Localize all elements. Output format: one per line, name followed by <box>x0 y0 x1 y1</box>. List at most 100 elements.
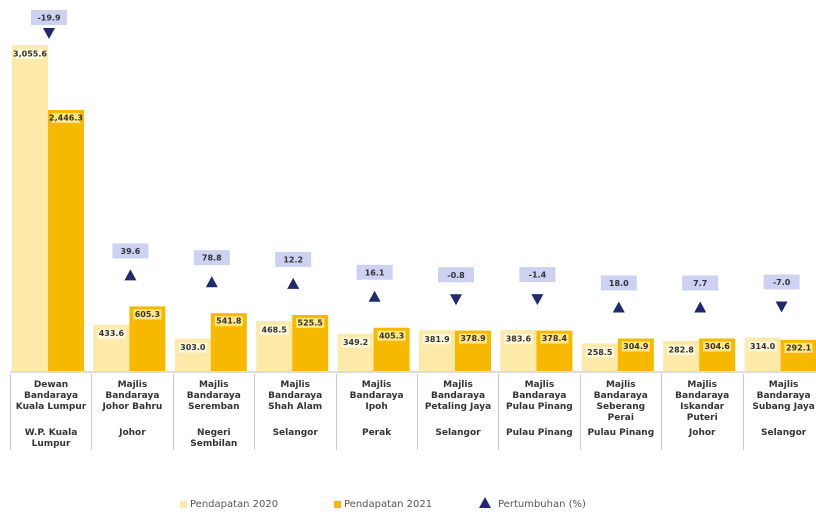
legend-swatch <box>334 501 341 508</box>
value-label-bg <box>296 317 325 328</box>
value-label: 405.3 <box>379 331 404 340</box>
value-label-bg <box>667 344 696 355</box>
value-label-bg <box>748 341 777 352</box>
growth-label: -7.0 <box>773 278 791 287</box>
category-cell: Majlis Bandaraya Subang Jaya Selangor <box>742 374 816 450</box>
value-label: 605.3 <box>135 310 160 319</box>
value-label: 3,055.6 <box>13 50 47 59</box>
value-label-bg <box>97 328 126 339</box>
growth-label: 16.1 <box>365 268 385 277</box>
category-cell: Majlis Bandaraya Seberang Perai Pulau Pin… <box>579 374 661 450</box>
growth-marker <box>694 301 707 313</box>
growth-marker <box>205 276 218 288</box>
value-label-bg <box>459 333 487 344</box>
growth-marker <box>287 277 300 289</box>
category-cell: Majlis Bandaraya Pulau Pinang Pulau Pinan… <box>498 374 579 450</box>
value-label-bg <box>16 49 44 59</box>
value-label-bg <box>784 342 813 353</box>
region-name: Johor <box>688 428 716 438</box>
legend-label: Pendapatan 2020 <box>190 499 279 510</box>
value-label: 468.5 <box>262 326 288 335</box>
growth-box <box>31 10 67 25</box>
value-label-bg <box>377 330 406 341</box>
value-label: 292.1 <box>786 343 812 352</box>
category-name: Majlis Bandaraya Subang Jaya <box>752 380 815 412</box>
category-cell: Majlis Bandaraya Iskandar Puteri Johor <box>661 374 742 450</box>
growth-label: -19.9 <box>37 14 60 23</box>
region-name: W.P. Kuala Lumpur <box>24 428 78 449</box>
value-label: 381.9 <box>424 335 450 344</box>
value-label: 541.8 <box>216 317 242 326</box>
category-cell: Dewan Bandaraya Kuala Lumpur W.P. Kuala L… <box>10 374 91 450</box>
growth-marker <box>612 301 625 313</box>
category-cell: Majlis Bandaraya Johor Bahru Johor <box>91 374 172 450</box>
region-name: Pulau Pinang <box>587 428 655 438</box>
value-label: 525.5 <box>298 318 324 327</box>
category-name: Majlis Bandaraya Iskandar Puteri <box>675 380 730 423</box>
growth-label: -0.8 <box>447 271 465 280</box>
category-name: Majlis Bandaraya Petaling Jaya <box>424 380 492 412</box>
value-label: 304.6 <box>705 342 731 351</box>
category-name: Majlis Bandaraya Pulau Pinang <box>506 380 573 412</box>
region-name: Selangor <box>435 428 481 438</box>
growth-marker <box>43 28 55 39</box>
legend-swatch <box>180 501 187 508</box>
value-label-bg <box>504 334 533 345</box>
growth-marker <box>124 269 137 281</box>
category-cell: Majlis Bandaraya Petaling Jaya Selangor <box>417 374 498 450</box>
value-label: 314.0 <box>750 342 776 351</box>
bar <box>48 110 84 371</box>
legend-label: Pendapatan 2021 <box>344 499 433 510</box>
growth-label: 39.6 <box>121 247 141 256</box>
growth-box <box>275 251 312 267</box>
growth-label: 12.2 <box>283 255 303 264</box>
value-label-bg <box>133 309 162 320</box>
value-label: 304.9 <box>623 342 649 351</box>
value-label: 378.9 <box>460 334 486 343</box>
value-label: 2,446.3 <box>49 114 83 123</box>
bar <box>12 45 48 371</box>
value-label-bg <box>540 333 569 344</box>
value-label-bg <box>621 341 650 352</box>
category-name: Majlis Bandaraya Shah Alam <box>268 380 323 412</box>
growth-box <box>438 267 474 283</box>
value-label: 258.5 <box>587 348 613 357</box>
growth-label: 7.7 <box>693 279 707 288</box>
legend-label: Pertumbuhan (%) <box>498 499 586 510</box>
value-label-bg <box>703 341 732 352</box>
region-name: Selangor <box>760 428 807 438</box>
growth-box <box>519 267 556 283</box>
region-name: Negeri Sembilan <box>190 428 238 449</box>
category-name: Majlis Bandaraya Ipoh <box>349 380 404 412</box>
category-name: Dewan Bandaraya Kuala Lumpur <box>15 380 87 412</box>
growth-label: 78.8 <box>202 254 222 263</box>
category-name: Majlis Bandaraya Seremban <box>186 380 241 412</box>
value-label: 378.4 <box>542 334 568 343</box>
value-label-bg <box>585 347 614 358</box>
value-label: 349.2 <box>343 338 368 347</box>
region-name: Perak <box>361 428 392 438</box>
category-cell: Majlis Bandaraya Ipoh Perak <box>335 374 417 450</box>
category-name: Majlis Bandaraya Seberang Perai <box>593 380 648 423</box>
growth-box <box>600 275 637 291</box>
growth-box <box>112 243 149 259</box>
value-label-bg <box>341 337 370 348</box>
region-name: Johor <box>119 428 146 438</box>
region-name: Selangor <box>272 428 318 438</box>
value-label-bg <box>260 325 289 336</box>
growth-marker <box>775 301 788 313</box>
growth-box <box>682 275 719 291</box>
value-label: 383.6 <box>506 335 532 344</box>
value-label: 282.8 <box>669 345 695 354</box>
category-cell: Majlis Bandaraya Seremban Negeri Sembilan <box>172 374 254 450</box>
category-name: Majlis Bandaraya Johor Bahru <box>102 380 163 412</box>
growth-box <box>763 274 800 290</box>
category-cell: Majlis Bandaraya Shah Alam Selangor <box>254 374 335 450</box>
growth-box <box>193 250 230 266</box>
growth-label: 18.0 <box>609 279 629 288</box>
growth-box <box>356 264 393 280</box>
value-label: 433.6 <box>99 329 125 338</box>
value-label-bg <box>423 334 451 345</box>
growth-marker <box>368 290 381 302</box>
